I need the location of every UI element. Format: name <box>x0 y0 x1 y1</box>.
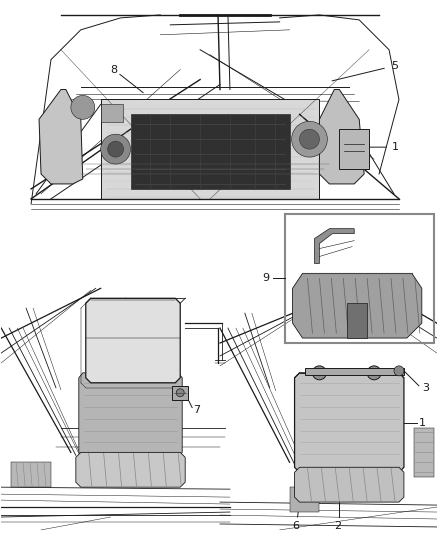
Polygon shape <box>314 229 354 263</box>
Bar <box>285 214 434 343</box>
Text: 8: 8 <box>110 64 117 75</box>
Circle shape <box>71 95 95 119</box>
Polygon shape <box>295 373 404 472</box>
Polygon shape <box>101 100 319 199</box>
Text: 2: 2 <box>334 521 341 531</box>
Circle shape <box>108 141 124 157</box>
Polygon shape <box>79 373 182 457</box>
Circle shape <box>371 370 377 376</box>
Polygon shape <box>39 90 83 184</box>
Circle shape <box>101 134 131 164</box>
Text: 1: 1 <box>392 142 399 152</box>
Circle shape <box>300 129 319 149</box>
Bar <box>172 386 188 400</box>
Text: 7: 7 <box>193 405 200 415</box>
Circle shape <box>316 370 322 376</box>
Bar <box>347 303 367 338</box>
Polygon shape <box>76 453 185 487</box>
Circle shape <box>312 366 326 380</box>
Polygon shape <box>295 467 404 502</box>
Polygon shape <box>131 115 290 189</box>
Text: 4: 4 <box>107 301 114 311</box>
Bar <box>290 487 319 512</box>
Polygon shape <box>86 298 180 383</box>
Text: 1: 1 <box>419 417 426 427</box>
Bar <box>11 462 51 487</box>
Text: 6: 6 <box>292 521 299 531</box>
Bar <box>414 427 434 477</box>
Bar <box>101 104 123 122</box>
Text: 5: 5 <box>391 61 398 70</box>
Polygon shape <box>319 90 364 184</box>
Bar <box>339 129 369 169</box>
Polygon shape <box>293 273 422 338</box>
Text: 9: 9 <box>263 273 270 284</box>
Circle shape <box>394 366 404 376</box>
Circle shape <box>176 389 184 397</box>
Circle shape <box>292 122 327 157</box>
Bar <box>304 368 404 375</box>
Circle shape <box>367 366 381 380</box>
Text: 3: 3 <box>422 383 429 393</box>
